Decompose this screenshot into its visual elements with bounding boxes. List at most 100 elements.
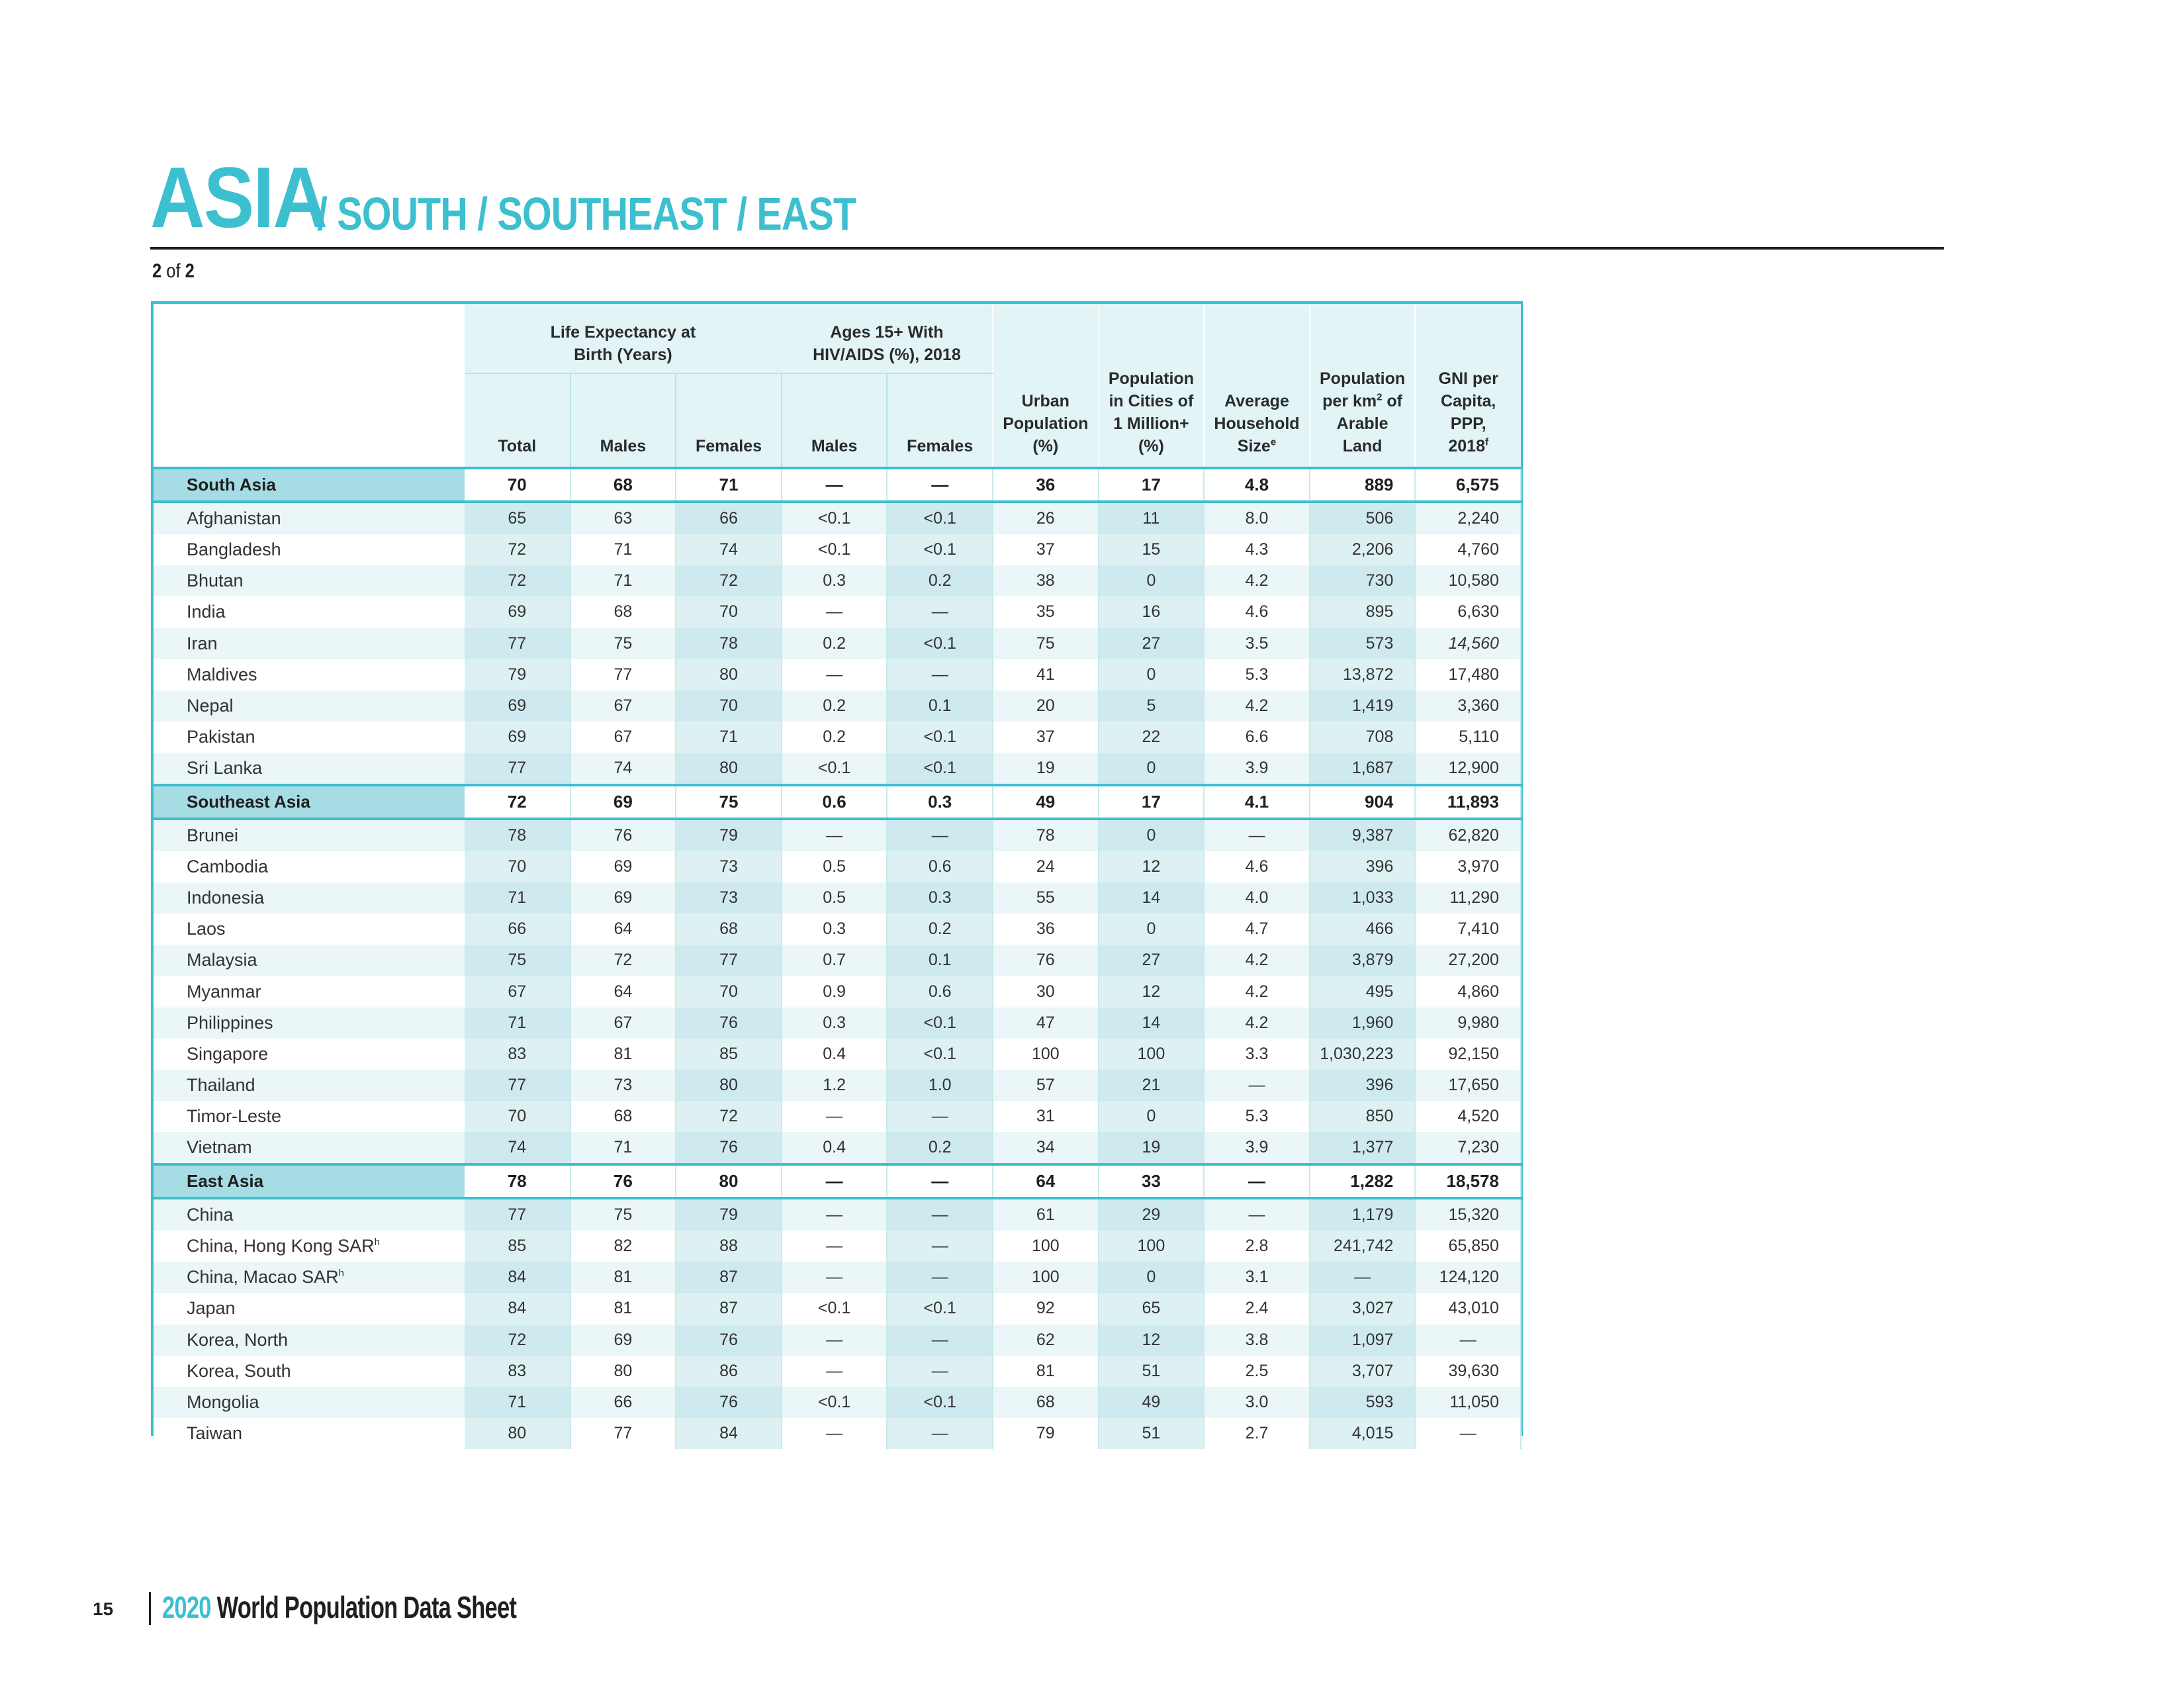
table-cell: 43,010: [1415, 1293, 1522, 1325]
table-cell: 0.2: [781, 721, 888, 753]
header-household: Average Household Sizee: [1203, 304, 1310, 468]
table-cell: 76: [570, 819, 677, 852]
table-cell: 82: [570, 1231, 677, 1262]
table-cell: 15: [1098, 534, 1205, 566]
table-cell: 708: [1309, 721, 1416, 753]
table-cell: 51: [1098, 1417, 1205, 1449]
table-row: Indonesia 71 69 73 0.5 0.3 55 14 4.0 1,033 11,290: [154, 882, 1522, 914]
table-cell: 41: [993, 659, 1099, 690]
table-cell: 62,820: [1415, 819, 1522, 852]
table-cell: 49: [1098, 1386, 1205, 1418]
table-cell: <0.1: [887, 1386, 993, 1418]
table-cell: 5,110: [1415, 721, 1522, 753]
table-cell: —: [887, 1198, 993, 1231]
table-cell: 19: [1098, 1131, 1205, 1165]
table-cell: 4,520: [1415, 1100, 1522, 1132]
table-cell: 79: [465, 659, 571, 690]
table-cell: 69: [570, 783, 677, 821]
table-cell: 1.2: [781, 1069, 888, 1101]
country-name: Vietnam: [154, 1131, 465, 1165]
table-cell: —: [781, 1355, 888, 1387]
table-cell: 2,206: [1309, 534, 1416, 566]
table-cell: 0.2: [781, 690, 888, 722]
table-cell: 12,900: [1415, 752, 1522, 785]
table-cell: 57: [993, 1069, 1099, 1101]
country-name: China, Hong Kong SARh: [154, 1231, 465, 1262]
table-cell: 396: [1309, 851, 1416, 883]
table-cell: —: [781, 1198, 888, 1231]
table-cell: 2,240: [1415, 502, 1522, 535]
table-cell: 27: [1098, 628, 1205, 659]
table-cell: 4.6: [1204, 851, 1310, 883]
table-cell: 78: [676, 628, 782, 659]
table-cell: 76: [676, 1386, 782, 1418]
table-cell: 4.2: [1204, 976, 1310, 1008]
table-row: Timor-Leste 70 68 72— —31 0 5.3 850 4,520: [154, 1100, 1522, 1132]
table-cell: —: [887, 1231, 993, 1262]
table-cell: 11,893: [1415, 783, 1522, 821]
table-row: Brunei 78 76 79— —78 0—9,387 62,820: [154, 819, 1522, 852]
country-name: Malaysia: [154, 945, 465, 976]
table-cell: 68: [993, 1386, 1099, 1418]
table-cell: 67: [570, 690, 677, 722]
table-cell: —: [887, 466, 993, 504]
table-cell: 36: [993, 466, 1099, 504]
country-name: Philippines: [154, 1007, 465, 1039]
table-cell: 11,290: [1415, 882, 1522, 914]
table-cell: 0.5: [781, 882, 888, 914]
table-cell: 68: [570, 1100, 677, 1132]
table-cell: 63: [570, 502, 677, 535]
table-cell: <0.1: [887, 1293, 993, 1325]
table-cell: 27,200: [1415, 945, 1522, 976]
table-cell: 0.6: [887, 851, 993, 883]
table-cell: —: [1204, 1163, 1310, 1200]
table-cell: 81: [570, 1038, 677, 1070]
table-cell: 65: [1098, 1293, 1205, 1325]
table-cell: <0.1: [887, 1038, 993, 1070]
country-name: Laos: [154, 914, 465, 945]
table-cell: 31: [993, 1100, 1099, 1132]
table-cell: 76: [676, 1131, 782, 1165]
table-cell: 1,033: [1309, 882, 1416, 914]
table-cell: 71: [465, 1007, 571, 1039]
table-cell: 81: [993, 1355, 1099, 1387]
table-cell: <0.1: [887, 752, 993, 785]
table-cell: 77: [570, 659, 677, 690]
table-cell: 2.8: [1204, 1231, 1310, 1262]
table-cell: 67: [570, 1007, 677, 1039]
table-cell: 84: [465, 1293, 571, 1325]
table-cell: 8.0: [1204, 502, 1310, 535]
table-cell: 9,387: [1309, 819, 1416, 852]
table-cell: 0.5: [781, 851, 888, 883]
table-cell: 14: [1098, 882, 1205, 914]
table-cell: 4,760: [1415, 534, 1522, 566]
table-cell: 0: [1098, 819, 1205, 852]
table-cell: 71: [570, 1131, 677, 1165]
table-cell: 70: [465, 1100, 571, 1132]
table-cell: 72: [465, 783, 571, 821]
country-name: Afghanistan: [154, 502, 465, 535]
country-name: Thailand: [154, 1069, 465, 1101]
table-cell: —: [887, 659, 993, 690]
table-cell: 74: [676, 534, 782, 566]
table-cell: 18,578: [1415, 1163, 1522, 1200]
table-cell: —: [1415, 1417, 1522, 1449]
region-name: South Asia: [154, 466, 465, 504]
table-cell: 78: [465, 1163, 571, 1200]
table-cell: <0.1: [887, 502, 993, 535]
table-cell: <0.1: [781, 1293, 888, 1325]
table-cell: 4.8: [1204, 466, 1310, 504]
table-cell: 12: [1098, 976, 1205, 1008]
country-name: China, Macao SARh: [154, 1262, 465, 1293]
footer-title: 2020 World Population Data Sheet: [162, 1589, 517, 1625]
country-name: Cambodia: [154, 851, 465, 883]
table-cell: 15,320: [1415, 1198, 1522, 1231]
table-cell: 2.5: [1204, 1355, 1310, 1387]
table-cell: 26: [993, 502, 1099, 535]
table-cell: 72: [465, 534, 571, 566]
table-cell: 61: [993, 1198, 1099, 1231]
table-cell: 1,097: [1309, 1324, 1416, 1356]
table-cell: 21: [1098, 1069, 1205, 1101]
table-cell: 35: [993, 596, 1099, 628]
table-cell: 27: [1098, 945, 1205, 976]
